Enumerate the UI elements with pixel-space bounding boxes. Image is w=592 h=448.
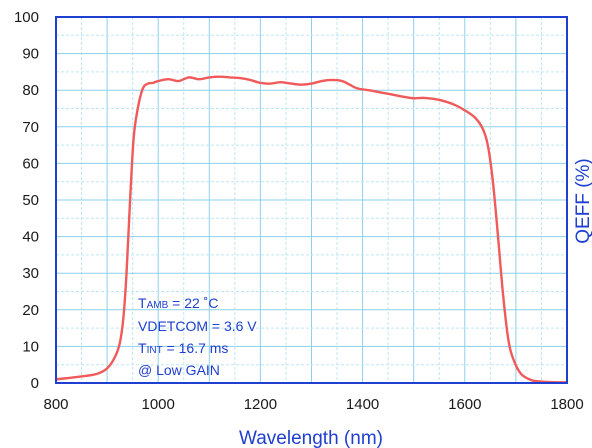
y-axis-ticks: 0 10 20 30 40 50 60 70 80 90 100 (14, 9, 39, 392)
x-tick-label: 800 (43, 396, 68, 413)
y-tick-label: 40 (22, 229, 39, 246)
y-tick-label: 80 (22, 82, 39, 99)
y-tick-label: 10 (22, 338, 39, 355)
x-tick-label: 1800 (550, 396, 583, 413)
x-tick-label: 1600 (448, 396, 481, 413)
condition-annotation: TAMB = 22 ˚C VDETCOM = 3.6 V TINT = 16.7… (138, 295, 257, 378)
note-tamb: TAMB = 22 ˚C (138, 295, 218, 311)
note-gain: @ Low GAIN (138, 362, 220, 378)
y-axis-label: QEFF (%) (573, 158, 592, 244)
note-vdetcom: VDETCOM = 3.6 V (138, 318, 257, 334)
series-line (54, 75, 569, 384)
x-tick-label: 1000 (142, 396, 175, 413)
y-tick-label: 60 (22, 155, 39, 172)
x-tick-label: 1200 (244, 396, 277, 413)
grid (56, 17, 567, 383)
x-axis-label: Wavelength (nm) (239, 428, 383, 448)
x-axis-ticks: 800 1000 1200 1400 1600 1800 (43, 396, 583, 413)
y-tick-label: 20 (22, 302, 39, 319)
x-tick-label: 1400 (346, 396, 379, 413)
y-tick-label: 70 (22, 119, 39, 136)
y-tick-label: 50 (22, 192, 39, 209)
plot-frame (55, 16, 568, 384)
y-tick-label: 90 (22, 46, 39, 63)
y-tick-label: 30 (22, 265, 39, 282)
y-tick-label: 0 (31, 375, 39, 392)
y-tick-label: 100 (14, 9, 39, 26)
note-tint: TINT = 16.7 ms (138, 340, 228, 356)
